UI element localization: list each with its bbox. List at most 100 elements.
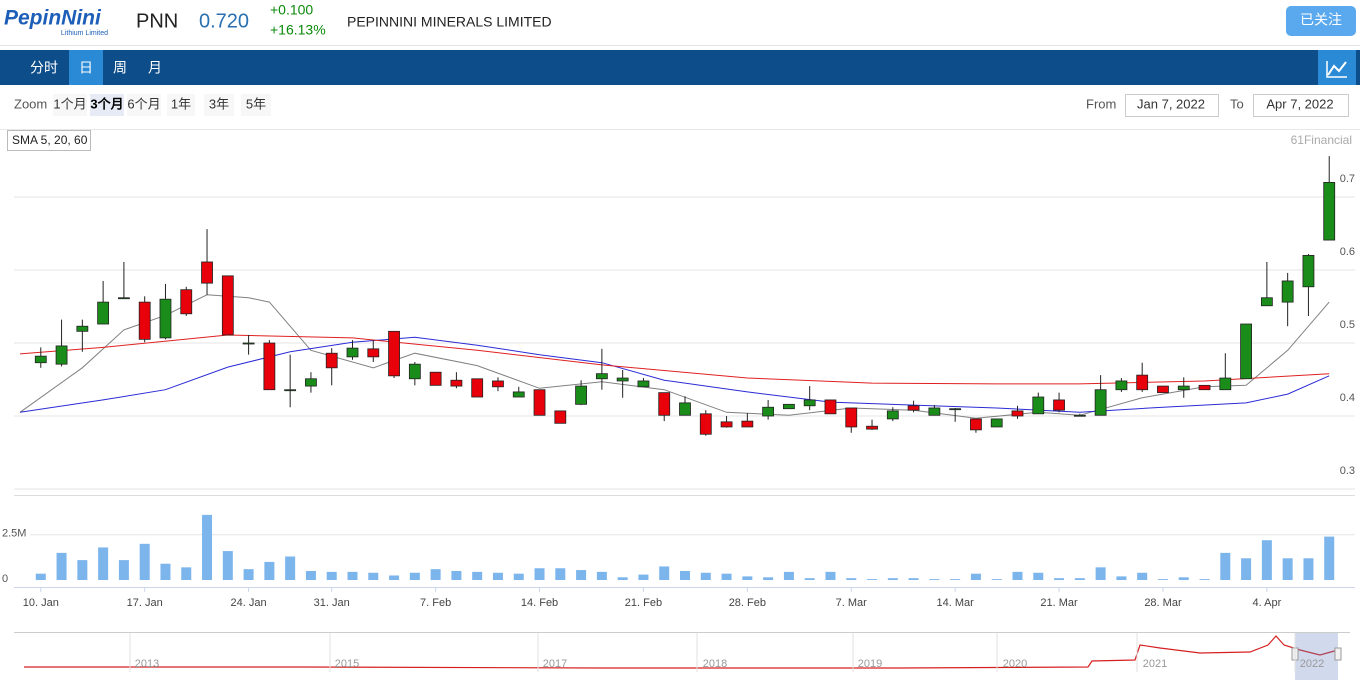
zoom-button[interactable] — [90, 94, 124, 116]
candle-body — [1136, 374, 1149, 391]
y-tick-label: 0.7 — [1340, 173, 1355, 185]
candle-body — [471, 378, 484, 398]
candle-body — [866, 425, 878, 430]
zoom-button[interactable] — [53, 94, 87, 116]
volume-tick-label: 2.5M — [2, 528, 26, 540]
sma-line — [19, 294, 1330, 419]
candle-body — [1073, 414, 1086, 417]
volume-bar — [389, 575, 400, 580]
follow-button[interactable] — [1286, 6, 1356, 36]
x-tick-label: 7. Mar — [836, 597, 868, 609]
candle-body — [450, 379, 463, 387]
x-tick-label: 14. Mar — [937, 597, 975, 609]
candle-body — [554, 410, 567, 424]
volume-bar — [368, 572, 379, 580]
volume-bar — [409, 572, 420, 580]
x-tick-label: 31. Jan — [314, 597, 350, 609]
candle-body — [180, 289, 193, 315]
volume-bar — [56, 552, 67, 580]
candle-body — [242, 342, 255, 345]
zoom-option[interactable]: 6个月 — [127, 96, 160, 111]
candle-body — [886, 410, 899, 420]
candle-body — [741, 420, 754, 428]
navigator-year: 2015 — [335, 658, 359, 670]
price: 0.720 — [199, 10, 249, 32]
candle-body — [55, 345, 68, 365]
tab-active-bg[interactable] — [69, 50, 103, 85]
y-tick-label: 0.5 — [1340, 319, 1355, 331]
tab[interactable]: 月 — [148, 60, 162, 76]
candle-body — [34, 355, 47, 364]
candle-body — [408, 363, 421, 380]
logo: PepinNini — [4, 7, 102, 30]
volume-bar — [77, 560, 88, 580]
x-tick-label: 24. Jan — [231, 597, 267, 609]
candle-body — [637, 380, 650, 388]
candle-body — [533, 389, 546, 416]
volume-bar — [1241, 558, 1252, 580]
candle-body — [783, 403, 795, 410]
tab-bar — [0, 50, 1360, 85]
from-value[interactable]: Jan 7, 2022 — [1137, 96, 1205, 111]
follow-button-label[interactable]: 已关注 — [1300, 12, 1342, 28]
volume-bar — [846, 578, 857, 580]
x-tick-label: 4. Apr — [1253, 597, 1282, 609]
volume-bar — [804, 578, 815, 580]
tab[interactable]: 分时 — [30, 60, 58, 76]
navigator-line — [24, 635, 1339, 669]
volume-bar — [202, 514, 213, 580]
candle-body — [720, 421, 733, 428]
zoom-option[interactable]: 1个月 — [53, 96, 86, 111]
tab[interactable]: 周 — [113, 60, 127, 76]
zoom-option[interactable]: 3年 — [209, 96, 229, 111]
candle-body — [1177, 385, 1190, 391]
x-tick-label: 17. Jan — [127, 597, 163, 609]
volume-bar — [1033, 572, 1044, 580]
credits: 61Financial — [1291, 133, 1352, 147]
volume-bar — [430, 569, 441, 580]
y-tick-label: 0.6 — [1340, 246, 1355, 258]
navigator-selection[interactable] — [1295, 633, 1338, 680]
candle-body — [97, 301, 110, 325]
candle-body — [699, 413, 712, 435]
candle-body — [928, 407, 941, 416]
navigator-handle[interactable] — [1334, 647, 1342, 661]
volume-bar — [1074, 578, 1085, 580]
chart-type-button[interactable] — [1318, 50, 1356, 85]
zoom-button[interactable] — [127, 94, 161, 116]
zoom-button[interactable] — [241, 94, 271, 116]
volume-bar — [472, 571, 483, 580]
volume-bar — [160, 563, 171, 580]
navigator-year: 2018 — [703, 658, 727, 670]
candle-body — [284, 389, 297, 392]
navigator-year: 2013 — [135, 658, 159, 670]
tab[interactable]: 日 — [79, 60, 93, 76]
volume-bar — [929, 579, 940, 580]
navigator-year: 2021 — [1143, 658, 1167, 670]
zoom-button[interactable] — [204, 94, 234, 116]
zoom-option[interactable]: 3个月 — [90, 96, 123, 111]
x-tick-label: 21. Mar — [1040, 597, 1078, 609]
candle-body — [1157, 385, 1169, 394]
zoom-option[interactable]: 1年 — [171, 96, 191, 111]
zoom-button[interactable] — [167, 94, 195, 116]
zoom-option[interactable]: 5年 — [246, 96, 266, 111]
y-tick-label: 0.3 — [1340, 465, 1355, 477]
volume-bar — [243, 569, 254, 580]
x-tick-label: 28. Feb — [729, 597, 766, 609]
candle-body — [970, 418, 982, 431]
volume-bar — [1199, 579, 1210, 580]
from-input[interactable] — [1125, 94, 1219, 117]
volume-bar — [305, 570, 316, 580]
to-value[interactable]: Apr 7, 2022 — [1266, 96, 1333, 111]
volume-bar — [970, 573, 981, 580]
volume-bar — [680, 570, 690, 580]
candle-body — [305, 378, 317, 387]
to-input[interactable] — [1253, 94, 1349, 117]
navigator-year: 2022 — [1300, 658, 1324, 670]
volume-bar — [659, 566, 670, 580]
candle-body — [1053, 399, 1065, 411]
volume-bar — [825, 571, 836, 580]
legend-box — [7, 130, 91, 151]
